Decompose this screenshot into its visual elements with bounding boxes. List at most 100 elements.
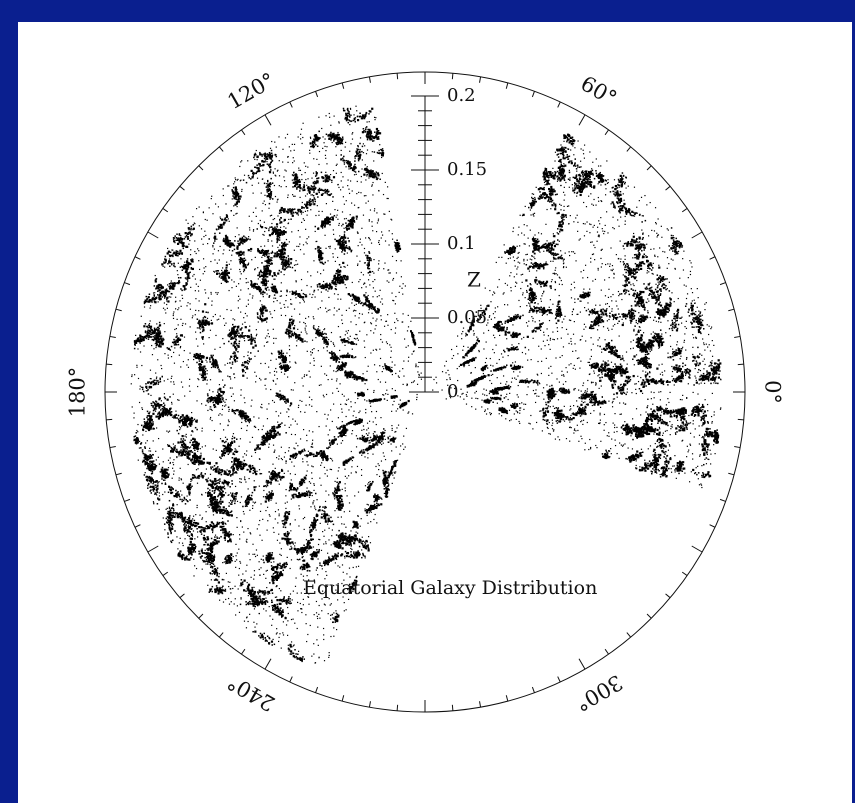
galaxy-point [321, 509, 324, 512]
galaxy-point [255, 172, 257, 175]
galaxy-point [250, 358, 252, 360]
galaxy-point [202, 552, 204, 554]
galaxy-point [176, 496, 178, 498]
galaxy-point [290, 483, 292, 486]
galaxy-point [194, 438, 196, 440]
galaxy-point [276, 251, 278, 254]
galaxy-point [360, 302, 362, 305]
galaxy-point [222, 585, 224, 588]
galaxy-point [327, 191, 329, 193]
galaxy-point [278, 255, 281, 258]
galaxy-point [202, 366, 204, 368]
galaxy-point [347, 227, 351, 230]
galaxy-point [159, 294, 162, 297]
galaxy-point [369, 170, 372, 172]
galaxy-point [153, 332, 156, 335]
galaxy-point [322, 222, 325, 225]
galaxy-point [268, 188, 271, 192]
galaxy-point [276, 473, 279, 475]
galaxy-point [219, 485, 222, 488]
galaxy-point [327, 517, 330, 520]
galaxy-point [371, 174, 373, 177]
galaxy-point [151, 470, 154, 473]
galaxy-point [325, 513, 327, 516]
galaxy-point [259, 591, 262, 593]
galaxy-point [189, 486, 191, 489]
galaxy-point [394, 460, 396, 462]
galaxy-point [245, 181, 248, 184]
galaxy-point [266, 153, 269, 155]
galaxy-point [199, 355, 202, 357]
galaxy-point [178, 252, 181, 255]
angular-tick [737, 418, 744, 421]
galaxy-point [364, 302, 367, 304]
galaxy-point [351, 221, 354, 224]
galaxy-point [157, 326, 159, 329]
galaxy-point [325, 506, 327, 509]
galaxy-point [221, 529, 224, 531]
galaxy-point [248, 496, 250, 499]
galaxy-point [144, 323, 147, 325]
galaxy-point [377, 177, 379, 180]
galaxy-point [205, 322, 208, 324]
galaxy-point [375, 127, 379, 131]
galaxy-point [245, 361, 248, 363]
angular-tick [505, 82, 509, 89]
galaxy-point [315, 553, 318, 556]
galaxy-point [206, 480, 209, 483]
galaxy-point [290, 212, 293, 215]
galaxy-point [271, 156, 273, 158]
galaxy-point [181, 289, 183, 292]
galaxy-point [158, 345, 160, 348]
galaxy-point [157, 383, 160, 385]
galaxy-point [213, 236, 216, 239]
galaxy-point [259, 315, 261, 317]
galaxy-point [270, 149, 273, 152]
galaxy-point [236, 247, 239, 250]
galaxy-point [216, 579, 219, 581]
galaxy-point [184, 423, 186, 425]
galaxy-point [205, 356, 209, 360]
galaxy-point [281, 367, 284, 370]
galaxy-point [181, 334, 183, 336]
galaxy-point [212, 526, 214, 529]
galaxy-point [237, 469, 239, 471]
galaxy-point [269, 555, 272, 558]
galaxy-point [334, 278, 336, 280]
galaxy-point [324, 511, 326, 513]
galaxy-point [188, 525, 192, 529]
galaxy-point [221, 275, 223, 278]
galaxy-point [302, 186, 305, 189]
galaxy-point [344, 236, 347, 239]
galaxy-point [293, 185, 297, 188]
galaxy-point [337, 504, 339, 507]
galaxy-point [188, 493, 190, 495]
galaxy-point [244, 505, 247, 508]
galaxy-point [267, 190, 270, 193]
galaxy-point [228, 242, 231, 245]
galaxy-point [312, 188, 315, 190]
galaxy-point [177, 491, 179, 493]
galaxy-point [152, 384, 155, 386]
galaxy-point [178, 241, 180, 243]
galaxy-point [214, 483, 216, 486]
galaxy-point [312, 528, 314, 531]
galaxy-point [179, 334, 183, 337]
galaxy-point [309, 531, 312, 534]
galaxy-point [339, 366, 342, 369]
galaxy-point [396, 245, 399, 248]
galaxy-point [246, 495, 250, 498]
galaxy-point [201, 356, 204, 358]
galaxy-point [155, 336, 158, 339]
galaxy-point [246, 505, 248, 507]
galaxy-point [153, 382, 155, 384]
galaxy-point [266, 430, 269, 433]
galaxy-point [177, 239, 180, 241]
galaxy-point [214, 578, 218, 581]
galaxy-point [368, 446, 370, 448]
galaxy-point [335, 288, 338, 291]
galaxy-point [264, 590, 266, 592]
galaxy-point [323, 517, 326, 520]
galaxy-point [260, 310, 263, 314]
galaxy-point [258, 447, 261, 450]
